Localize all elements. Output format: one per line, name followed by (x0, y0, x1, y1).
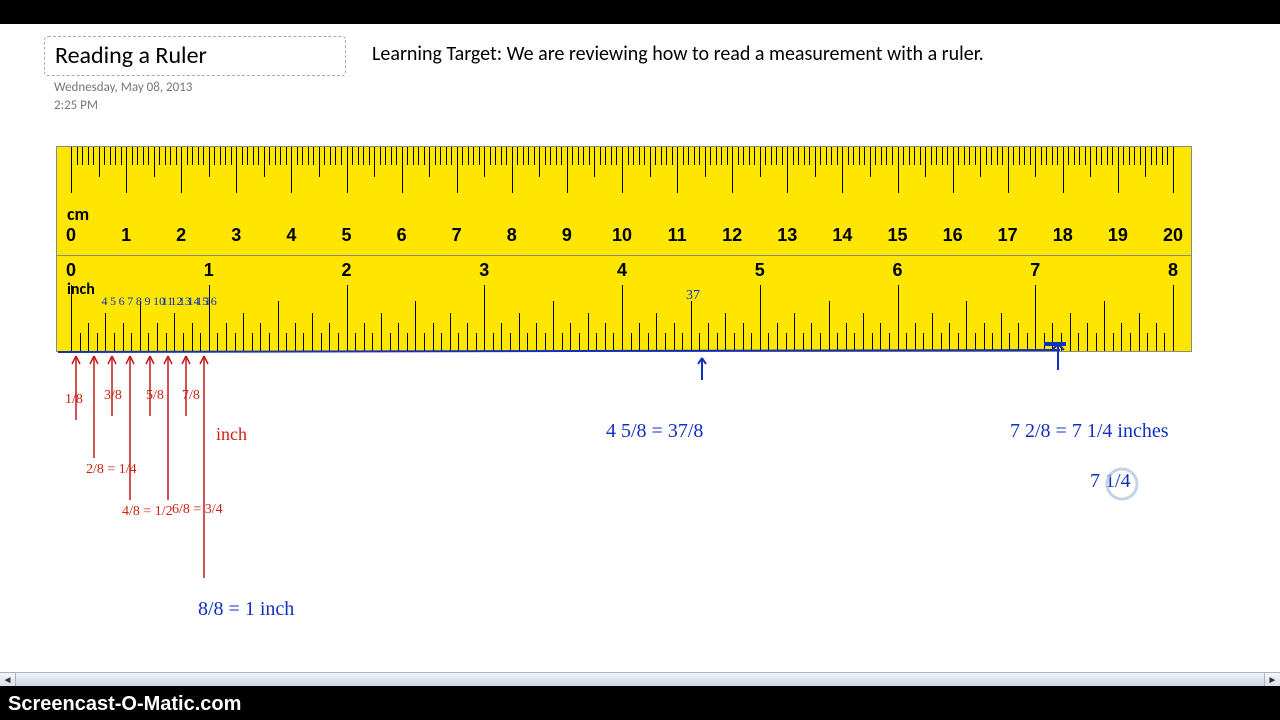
cm-number: 5 (341, 225, 351, 246)
frac-7-8: 7/8 (182, 388, 200, 404)
cm-number: 16 (943, 225, 963, 246)
cm-number: 10 (612, 225, 632, 246)
inch-number: 6 (892, 260, 902, 281)
inch-number: 0 (66, 260, 76, 281)
note-date: Wednesday, May 08, 2013 (54, 80, 192, 95)
page-title: Reading a Ruler (55, 41, 207, 70)
cm-number: 15 (887, 225, 907, 246)
horizontal-scrollbar[interactable]: ◄ ► (0, 672, 1280, 686)
page-title-box: Reading a Ruler (44, 36, 346, 76)
cm-number: 8 (507, 225, 517, 246)
cm-number: 13 (777, 225, 797, 246)
scroll-right-button[interactable]: ► (1264, 673, 1280, 687)
cm-number: 19 (1108, 225, 1128, 246)
tick-count: 7 (127, 294, 133, 309)
ruler-cm-scale: cm 01234567891011121314151617181920 (57, 147, 1191, 257)
inch-number: 1 (204, 260, 214, 281)
tick-count: 6 (119, 294, 125, 309)
cm-number: 2 (176, 225, 186, 246)
red-eq-1: 2/8 = 1/4 (86, 462, 137, 478)
blue-eq-bottom: 8/8 = 1 inch (198, 598, 294, 621)
learning-target: Learning Target: We are reviewing how to… (372, 42, 984, 66)
tick-count: 9 (144, 294, 150, 309)
cm-number: 1 (121, 225, 131, 246)
tick-count: 16 (205, 294, 217, 309)
cm-number: 7 (452, 225, 462, 246)
cm-number: 14 (832, 225, 852, 246)
cm-number: 18 (1053, 225, 1073, 246)
inch-number: 5 (755, 260, 765, 281)
cm-number: 6 (397, 225, 407, 246)
inch-number: 4 (617, 260, 627, 281)
frac-1-8: 1/8 (65, 392, 83, 408)
tick-count: 4 (101, 294, 107, 309)
top-black-bar (0, 0, 1280, 24)
red-eq-2: 4/8 = 1/2 (122, 504, 173, 520)
red-eq-3: 6/8 = 3/4 (172, 502, 223, 518)
cm-number: 9 (562, 225, 572, 246)
inch-number: 3 (479, 260, 489, 281)
inch-number: 7 (1030, 260, 1040, 281)
note-time: 2:25 PM (54, 98, 98, 113)
cm-number: 12 (722, 225, 742, 246)
inch-number: 2 (341, 260, 351, 281)
cm-number: 11 (668, 225, 687, 246)
cm-label: cm (67, 203, 89, 225)
cm-number: 4 (286, 225, 296, 246)
tick-count: 5 (110, 294, 116, 309)
frac-3-8: 3/8 (104, 388, 122, 404)
frac-5-8: 5/8 (146, 388, 164, 404)
cm-number: 0 (66, 225, 76, 246)
ruler-inch-scale: inch 01234567845678910111213141516 (57, 255, 1191, 351)
watermark: Screencast-O-Matic.com (8, 693, 241, 716)
red-inch-label: inch (216, 424, 247, 445)
cm-number: 3 (231, 225, 241, 246)
num-37: 37 (686, 288, 700, 304)
blue-eq-right: 7 2/8 = 7 1/4 inches (1010, 420, 1169, 443)
ink-overlay (0, 0, 1280, 720)
tick-count: 8 (136, 294, 142, 309)
blue-eq-right2: 7 1/4 (1090, 470, 1131, 493)
cm-number: 17 (998, 225, 1018, 246)
cm-number: 20 (1163, 225, 1183, 246)
ruler-diagram: cm 01234567891011121314151617181920 inch… (56, 146, 1192, 352)
scroll-left-button[interactable]: ◄ (0, 673, 16, 687)
blue-eq-mid: 4 5/8 = 37/8 (606, 420, 703, 443)
inch-number: 8 (1168, 260, 1178, 281)
